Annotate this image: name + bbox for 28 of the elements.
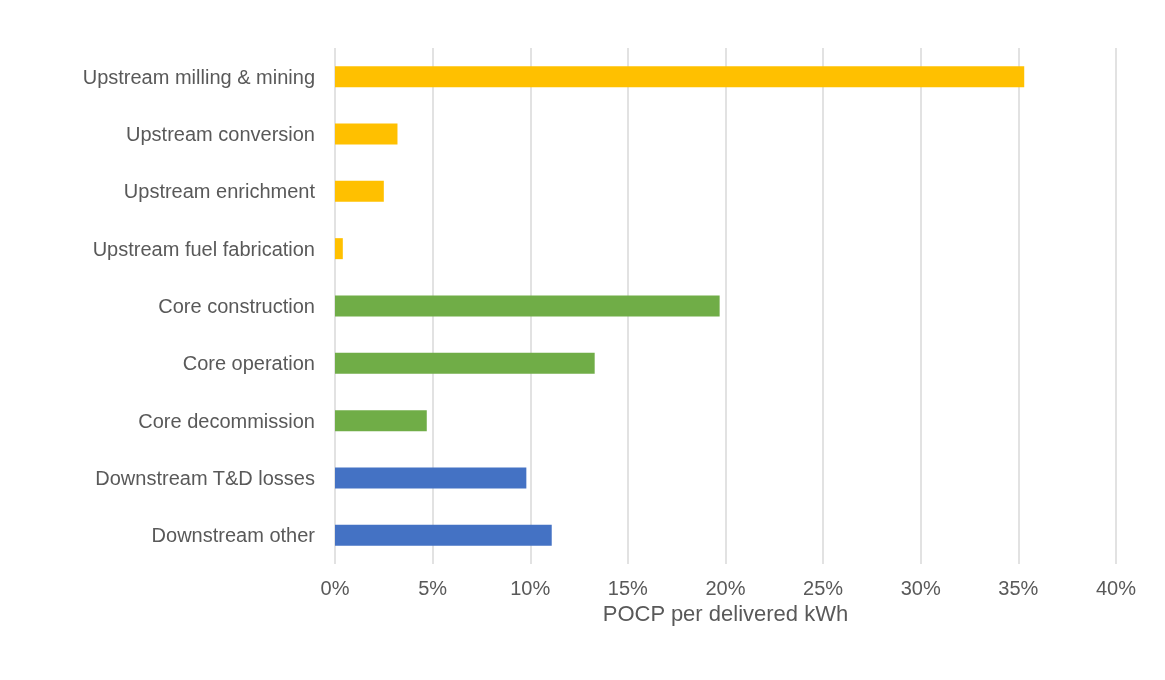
x-tick-label: 30% [900, 577, 941, 599]
y-tick-label: Upstream enrichment [123, 180, 316, 203]
y-tick-label: Upstream conversion [126, 123, 315, 145]
y-tick-label: Downstream other [151, 524, 316, 547]
y-tick-label: Core decommission [138, 409, 315, 432]
bar [335, 180, 384, 202]
bar [335, 352, 595, 374]
x-tick-label: 20% [705, 577, 746, 599]
x-tick-label: 0% [320, 577, 350, 599]
bar [335, 295, 720, 317]
x-tick-label: 35% [998, 577, 1039, 599]
y-tick-label: Upstream fuel fabrication [92, 237, 315, 260]
bar [335, 238, 343, 260]
bar [335, 123, 398, 145]
bar [335, 467, 527, 489]
y-tick-label: Core operation [182, 352, 315, 375]
y-tick-label: Downstream T&D losses [95, 467, 315, 489]
y-tick-label: Core construction [158, 295, 315, 317]
x-axis-title: POCP per delivered kWh [602, 601, 849, 627]
bar [335, 410, 427, 432]
y-tick-label: Upstream milling & mining [82, 65, 315, 88]
x-tick-label: 5% [418, 577, 448, 599]
x-tick-label: 25% [803, 577, 844, 599]
x-tick-label: 10% [510, 577, 551, 599]
x-tick-label: 15% [607, 577, 649, 599]
x-tick-label: 40% [1095, 577, 1137, 599]
bar [335, 66, 1025, 88]
bar [335, 524, 552, 546]
